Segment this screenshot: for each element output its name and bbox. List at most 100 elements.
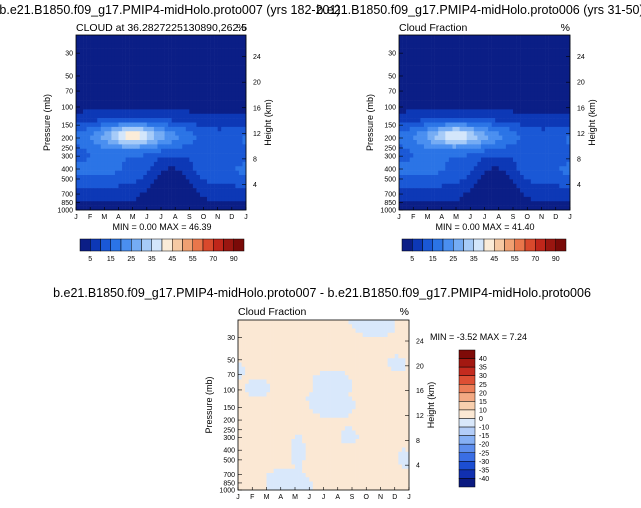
panel2-cell [427,188,432,193]
panel2-cell [402,201,407,206]
panel1-cell [231,61,236,66]
panel1-cell [97,91,102,97]
panel1-cell [129,56,133,62]
panel1-cell [125,113,130,119]
panel1-cell [129,144,133,150]
panel2-cell [513,196,517,202]
panel1-cell [76,179,80,185]
panel2-cell [413,61,418,66]
panel1-cell [207,126,211,132]
panel2-cell [413,122,418,128]
panel2-cell [513,122,517,128]
panel1-cell [175,175,180,180]
panel1-cell [139,122,144,128]
panel2-cell [420,100,425,106]
panel2-cell [502,175,507,180]
panel1-cell [238,78,243,84]
panel2-cell [562,148,567,154]
panel1-cell [207,105,211,110]
panel3-cell [295,388,299,393]
panel1-cell [97,100,102,106]
panel1-cell [157,140,162,145]
panel1-cell [122,39,126,45]
panel2-cell [509,43,514,49]
panel1-cell [93,140,98,145]
panel2-cell [406,201,410,206]
panel1-cell [132,113,137,119]
panel1-cell [86,70,91,75]
panel3-cell [291,332,296,338]
panel3-cell [312,371,317,376]
panel2-cell [484,135,489,141]
panel2-cell [416,35,421,40]
panel1-cell [189,144,194,150]
panel3-cell [376,379,381,385]
panel2-cell [413,83,418,88]
panel2-cell [488,122,492,128]
panel3-cell [319,392,324,397]
panel2-cell [513,205,517,211]
panel1-cell [203,192,208,198]
panel2-cell [520,56,524,62]
panel2-cell [488,140,492,145]
panel3-cell [352,337,356,342]
panel2-cell [548,140,553,145]
panel2-cell [516,179,521,185]
panel1-cell [242,105,247,110]
panel3-cell [312,358,317,363]
panel3-cell [344,332,349,338]
panel1-cell [122,126,126,132]
panel1-cell [235,70,240,75]
panel3-cell [355,320,360,325]
panel1-cell [161,192,165,198]
panel1-cell [83,65,87,71]
panel1-ytick-label: 700 [61,192,73,199]
panel1-cell [214,87,218,93]
panel2-cell [452,183,457,189]
panel2-cell [537,113,542,119]
panel3-cell [387,366,392,372]
panel2-cell [448,70,453,75]
panel2-cell [513,100,517,106]
panel2-cell [445,192,450,198]
panel3-cell [284,362,289,368]
panel2-cell [416,144,421,150]
panel2-xtick-label: A [496,214,501,221]
panel1-cell [199,126,204,132]
panel2-cell [530,166,535,171]
panel1-cell [111,113,116,119]
panel2-cell [466,61,471,66]
panel1-cell [107,183,112,189]
panel1-cell [90,135,95,141]
panel2-cell [516,135,521,141]
panel3-cell [352,341,356,346]
panel2-cell [498,35,503,40]
panel2-cell [513,43,517,49]
panel2-cell [562,91,567,97]
panel2-cell [452,175,457,180]
panel2-cell [537,205,542,211]
panel3-cell [295,345,299,351]
panel3-cell [369,400,374,406]
panel1-cell [83,196,87,202]
panel1-cell [217,179,222,185]
panel3-cell [387,358,392,363]
panel2-title: b.e21.B1850.f09_g17.PMIP4-midHolo.proto0… [316,3,641,17]
panel1-cell [164,122,169,128]
panel1-cell [168,83,172,88]
panel3-cell [316,341,321,346]
panel1-cell [214,61,218,66]
panel1-cell [164,91,169,97]
panel1-cell [192,179,197,185]
panel3-cell [366,379,371,385]
panel2-cell [545,161,549,167]
panel2-cell [534,56,539,62]
panel1-cell [203,118,208,123]
panel1-cell [122,157,126,163]
panel2-cell [399,70,403,75]
panel1-cell [221,122,226,128]
panel1-cell [139,118,144,123]
panel2-cell [498,70,503,75]
panel2-cell [509,144,514,150]
panel2-cell [530,91,535,97]
